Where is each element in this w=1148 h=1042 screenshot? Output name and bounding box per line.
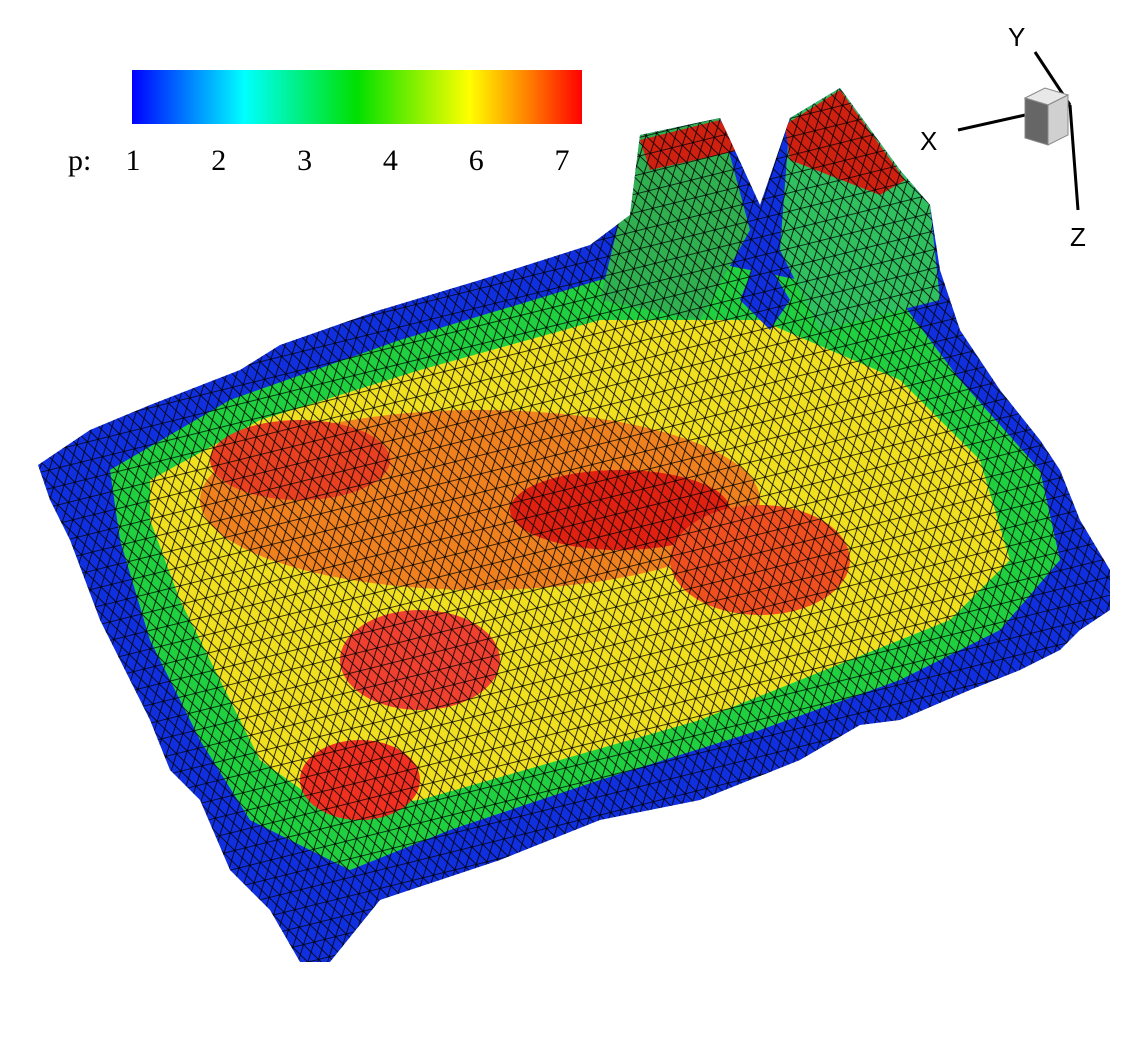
colorbar-tick-label: 4 <box>383 144 398 177</box>
y-axis-label: Y <box>1008 22 1025 52</box>
colorbar-tick-label: 2 <box>211 144 226 177</box>
axis-triad: X Y Z <box>920 22 1086 252</box>
colorbar-ticks: 1 2 3 4 6 7 <box>126 144 570 177</box>
colorbar-tick-label: 6 <box>469 144 484 177</box>
colorbar-label: p: <box>68 144 91 177</box>
x-axis-label: X <box>920 126 937 156</box>
colorbar-tick-label: 3 <box>297 144 312 177</box>
colorbar-tick-label: 1 <box>126 144 141 177</box>
colorbar-tick-label: 7 <box>555 144 570 177</box>
z-axis-label: Z <box>1070 222 1086 252</box>
colorbar <box>132 70 582 124</box>
